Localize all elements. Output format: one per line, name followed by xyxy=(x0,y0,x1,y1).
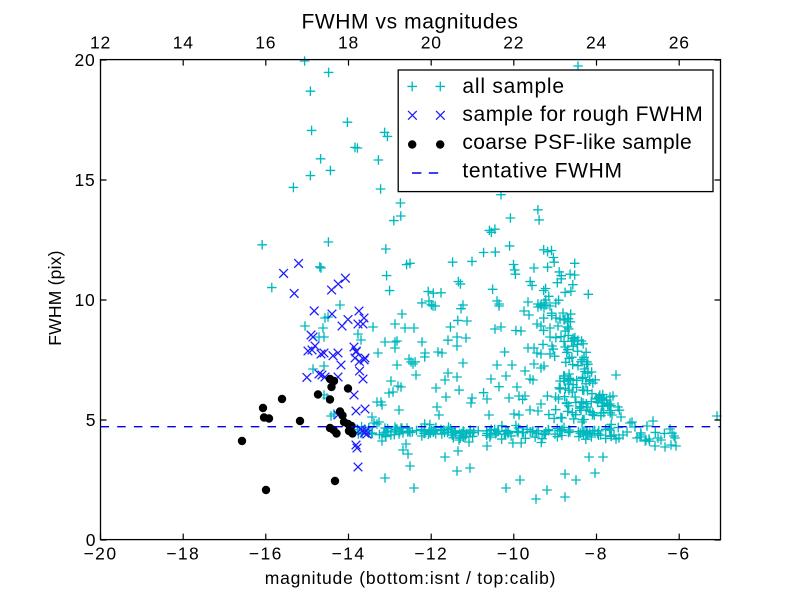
svg-text:24: 24 xyxy=(586,32,607,52)
svg-text:16: 16 xyxy=(255,32,276,52)
svg-text:22: 22 xyxy=(503,32,524,52)
svg-text:20: 20 xyxy=(74,50,95,70)
svg-text:5: 5 xyxy=(86,410,96,430)
svg-text:14: 14 xyxy=(173,32,194,52)
svg-text:coarse PSF-like sample: coarse PSF-like sample xyxy=(462,131,692,154)
svg-text:−10: −10 xyxy=(497,544,531,564)
svg-text:magnitude (bottom:isnt / top:c: magnitude (bottom:isnt / top:calib) xyxy=(265,568,557,588)
svg-text:tentative FWHM: tentative FWHM xyxy=(462,159,622,182)
svg-text:26: 26 xyxy=(669,32,690,52)
svg-text:12: 12 xyxy=(90,32,111,52)
svg-text:FWHM vs magnitudes: FWHM vs magnitudes xyxy=(302,11,519,34)
svg-text:10: 10 xyxy=(74,290,95,310)
svg-text:all sample: all sample xyxy=(462,75,564,98)
svg-text:−16: −16 xyxy=(249,544,283,564)
svg-text:18: 18 xyxy=(338,32,359,52)
svg-text:FWHM (pix): FWHM (pix) xyxy=(45,250,65,345)
svg-text:−20: −20 xyxy=(83,544,117,564)
svg-text:−8: −8 xyxy=(585,544,609,564)
svg-text:0: 0 xyxy=(86,530,96,550)
svg-text:−14: −14 xyxy=(331,544,365,564)
svg-text:15: 15 xyxy=(74,170,95,190)
svg-text:−12: −12 xyxy=(414,544,448,564)
svg-text:20: 20 xyxy=(421,32,442,52)
svg-text:sample for rough FWHM: sample for rough FWHM xyxy=(462,103,703,126)
svg-text:−18: −18 xyxy=(166,544,200,564)
svg-text:−6: −6 xyxy=(667,544,691,564)
